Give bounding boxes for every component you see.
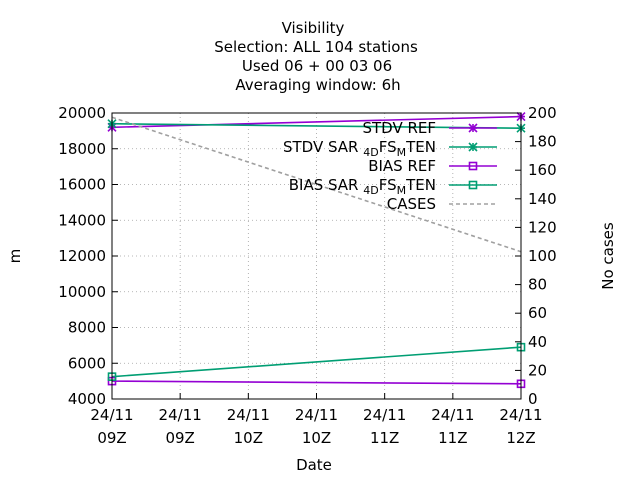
chart-title: Visibility Selection: ALL 104 stations U… [214, 19, 418, 94]
x-tick-label-date: 24/11 [499, 406, 542, 424]
x-tick-labels: 24/11 09Z 24/11 09Z 24/11 10Z 24/11 10Z 24/11 11Z… [90, 406, 542, 447]
series-lines [111, 115, 522, 385]
x-tick-label-hour: 11Z [370, 429, 399, 447]
y-tick-label: 10000 [58, 283, 106, 301]
x-tick-label-hour: 09Z [165, 429, 194, 447]
y-tick-label: 6000 [68, 354, 106, 372]
title-line-2: Selection: ALL 104 stations [214, 38, 418, 56]
y2-tick-label: 160 [528, 161, 557, 179]
y2-tick-label: 0 [528, 390, 538, 408]
y-tick-label: 12000 [58, 247, 106, 265]
title-line-1: Visibility [282, 19, 345, 37]
x-tick-label-date: 24/11 [363, 406, 406, 424]
y-axis-label: m [6, 249, 24, 264]
y-tick-label: 8000 [68, 319, 106, 337]
grid-lines [112, 113, 521, 399]
legend-label: STDV SAR 4DFSMTEN [283, 138, 436, 159]
y2-tick-label: 100 [528, 247, 557, 265]
series-line [111, 115, 522, 129]
x-tick-label-date: 24/11 [159, 406, 202, 424]
legend-label: BIAS SAR 4DFSMTEN [289, 176, 436, 197]
y-tick-label: 16000 [58, 176, 106, 194]
y2-tick-label: 60 [528, 304, 547, 322]
y2-tick-label: 120 [528, 218, 557, 236]
y-tick-label: 18000 [58, 140, 106, 158]
y2-tick-label: 20 [528, 361, 547, 379]
title-line-4: Averaging window: 6h [235, 76, 400, 94]
y2-tick-labels: 0 20 40 60 80 100 120 140 160 180 200 [528, 104, 557, 408]
y-tick-label: 20000 [58, 104, 106, 122]
square-marker [468, 161, 478, 171]
x-tick-label-date: 24/11 [431, 406, 474, 424]
x-tick-label-hour: 10Z [302, 429, 331, 447]
plot-frame [111, 112, 522, 400]
x-tick-label-date: 24/11 [90, 406, 133, 424]
y2-tick-label: 80 [528, 276, 547, 294]
y2-tick-label: 40 [528, 333, 547, 351]
x-tick-label-hour: 11Z [438, 429, 467, 447]
y2-tick-label: 180 [528, 133, 557, 151]
title-line-3: Used 06 + 00 03 06 [242, 57, 392, 75]
y2-tick-label: 200 [528, 104, 557, 122]
x-axis-label: Date [296, 456, 332, 474]
y2-axis-label: No cases [599, 222, 617, 290]
series-line [111, 116, 522, 253]
y-tick-labels: 4000 6000 8000 10000 12000 14000 16000 18000 200… [58, 104, 106, 408]
legend-label: CASES [387, 195, 436, 213]
x-tick-label-date: 24/11 [295, 406, 338, 424]
y2-tick-label: 140 [528, 190, 557, 208]
star-marker [468, 142, 478, 152]
star-marker [468, 123, 478, 133]
x-tick-label-hour: 10Z [234, 429, 263, 447]
legend-label: BIAS REF [368, 157, 436, 175]
x-tick-label-date: 24/11 [227, 406, 270, 424]
x-tick-label-hour: 09Z [97, 429, 126, 447]
x-tick-label-hour: 12Z [506, 429, 535, 447]
legend-label: STDV REF [362, 119, 436, 137]
y-tick-label: 4000 [68, 390, 106, 408]
axis-ticks [111, 112, 522, 400]
y-tick-label: 14000 [58, 211, 106, 229]
series-line [111, 346, 522, 378]
series-line [111, 380, 522, 385]
square-marker [468, 180, 478, 190]
